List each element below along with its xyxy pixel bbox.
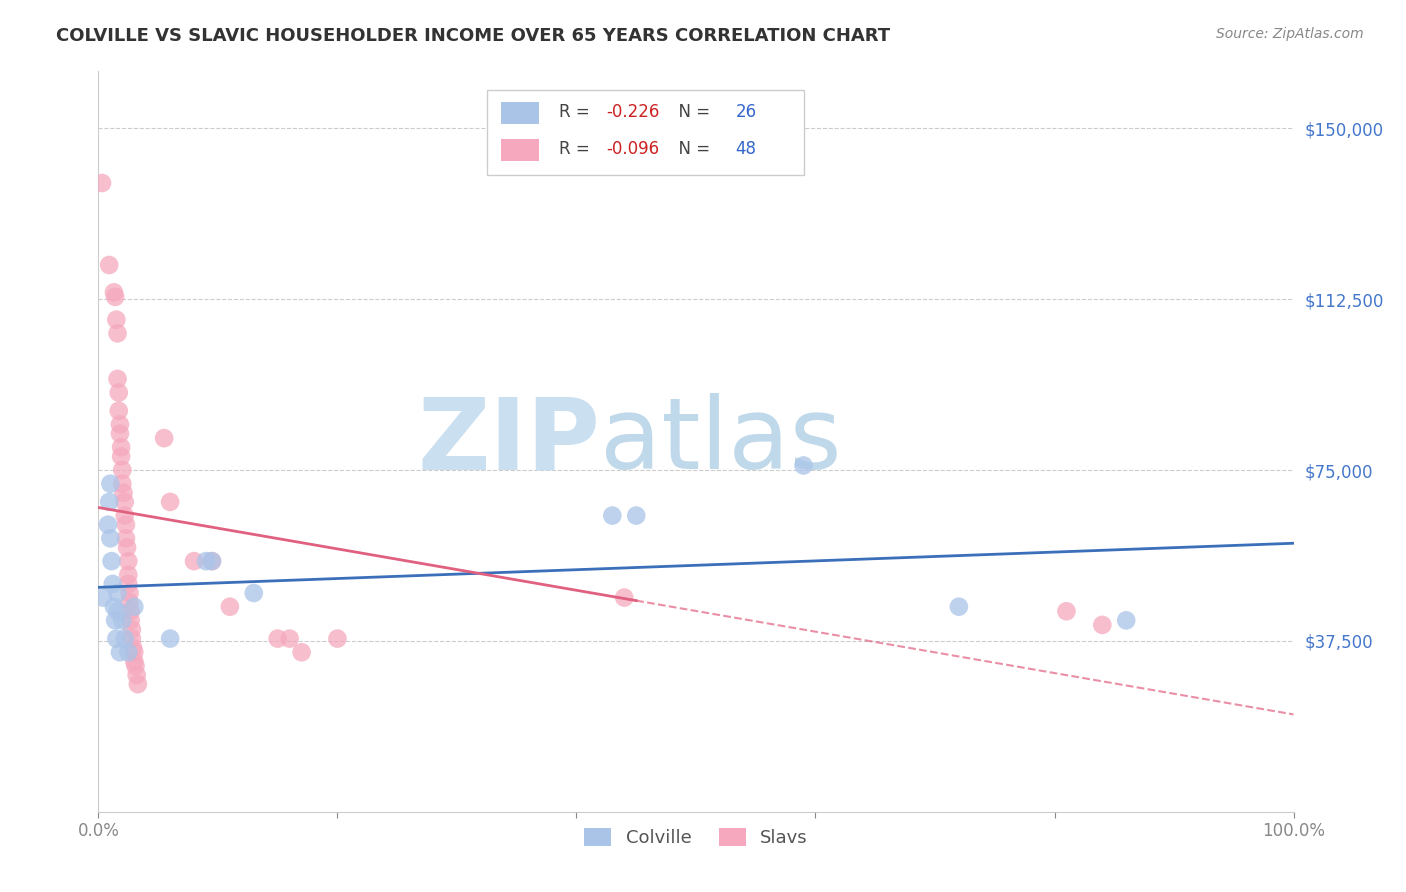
- Point: [124, 659, 146, 673]
- Point: [107, 404, 129, 418]
- Point: [127, 677, 149, 691]
- Text: R =: R =: [558, 140, 595, 158]
- Point: [103, 285, 125, 300]
- Text: atlas: atlas: [600, 393, 842, 490]
- Point: [101, 577, 124, 591]
- Point: [124, 599, 146, 614]
- Point: [153, 431, 176, 445]
- Point: [111, 463, 134, 477]
- Text: 48: 48: [735, 140, 756, 158]
- Point: [115, 517, 138, 532]
- Point: [114, 495, 136, 509]
- FancyBboxPatch shape: [501, 102, 540, 124]
- Point: [195, 554, 218, 568]
- Point: [1056, 604, 1078, 618]
- Point: [626, 508, 648, 523]
- Point: [124, 654, 146, 668]
- FancyBboxPatch shape: [486, 90, 804, 175]
- Point: [107, 604, 129, 618]
- Point: [117, 645, 139, 659]
- Point: [117, 577, 139, 591]
- Point: [118, 595, 141, 609]
- Point: [243, 586, 266, 600]
- Point: [115, 541, 138, 555]
- Point: [108, 645, 131, 659]
- Legend: Colville, Slavs: Colville, Slavs: [576, 821, 815, 855]
- Point: [115, 532, 138, 546]
- Point: [159, 632, 181, 646]
- Point: [613, 591, 636, 605]
- Point: [1115, 613, 1137, 627]
- Point: [103, 599, 125, 614]
- Point: [91, 176, 114, 190]
- Text: 26: 26: [735, 103, 756, 121]
- Point: [201, 554, 224, 568]
- Point: [104, 290, 127, 304]
- Text: N =: N =: [668, 103, 716, 121]
- Point: [122, 640, 145, 655]
- Point: [183, 554, 205, 568]
- Point: [219, 599, 242, 614]
- Point: [121, 632, 143, 646]
- Text: Source: ZipAtlas.com: Source: ZipAtlas.com: [1216, 27, 1364, 41]
- Point: [120, 613, 142, 627]
- Point: [104, 613, 127, 627]
- Point: [120, 604, 142, 618]
- Point: [114, 508, 136, 523]
- Point: [91, 591, 114, 605]
- Point: [107, 385, 129, 400]
- Point: [107, 372, 129, 386]
- Point: [110, 440, 132, 454]
- Point: [117, 567, 139, 582]
- Point: [118, 586, 141, 600]
- Text: N =: N =: [668, 140, 716, 158]
- Point: [100, 554, 122, 568]
- Text: R =: R =: [558, 103, 595, 121]
- Point: [1091, 618, 1114, 632]
- Point: [98, 495, 121, 509]
- Point: [124, 645, 146, 659]
- Point: [110, 450, 132, 464]
- Point: [107, 586, 129, 600]
- Point: [602, 508, 624, 523]
- Point: [267, 632, 290, 646]
- Point: [98, 476, 122, 491]
- Point: [98, 258, 121, 272]
- Point: [105, 632, 128, 646]
- Text: -0.226: -0.226: [606, 103, 659, 121]
- Point: [112, 485, 135, 500]
- Point: [291, 645, 314, 659]
- Point: [793, 458, 815, 473]
- Point: [948, 599, 970, 614]
- Text: ZIP: ZIP: [418, 393, 600, 490]
- Point: [121, 623, 143, 637]
- FancyBboxPatch shape: [501, 139, 540, 161]
- Point: [108, 417, 131, 432]
- Point: [97, 517, 120, 532]
- Point: [105, 312, 128, 326]
- Point: [326, 632, 349, 646]
- Point: [108, 426, 131, 441]
- Point: [159, 495, 181, 509]
- Point: [114, 632, 136, 646]
- Point: [111, 613, 134, 627]
- Text: COLVILLE VS SLAVIC HOUSEHOLDER INCOME OVER 65 YEARS CORRELATION CHART: COLVILLE VS SLAVIC HOUSEHOLDER INCOME OV…: [56, 27, 890, 45]
- Point: [98, 532, 122, 546]
- Point: [117, 554, 139, 568]
- Point: [111, 476, 134, 491]
- Point: [125, 668, 148, 682]
- Point: [278, 632, 301, 646]
- Text: -0.096: -0.096: [606, 140, 659, 158]
- Point: [201, 554, 224, 568]
- Point: [107, 326, 129, 341]
